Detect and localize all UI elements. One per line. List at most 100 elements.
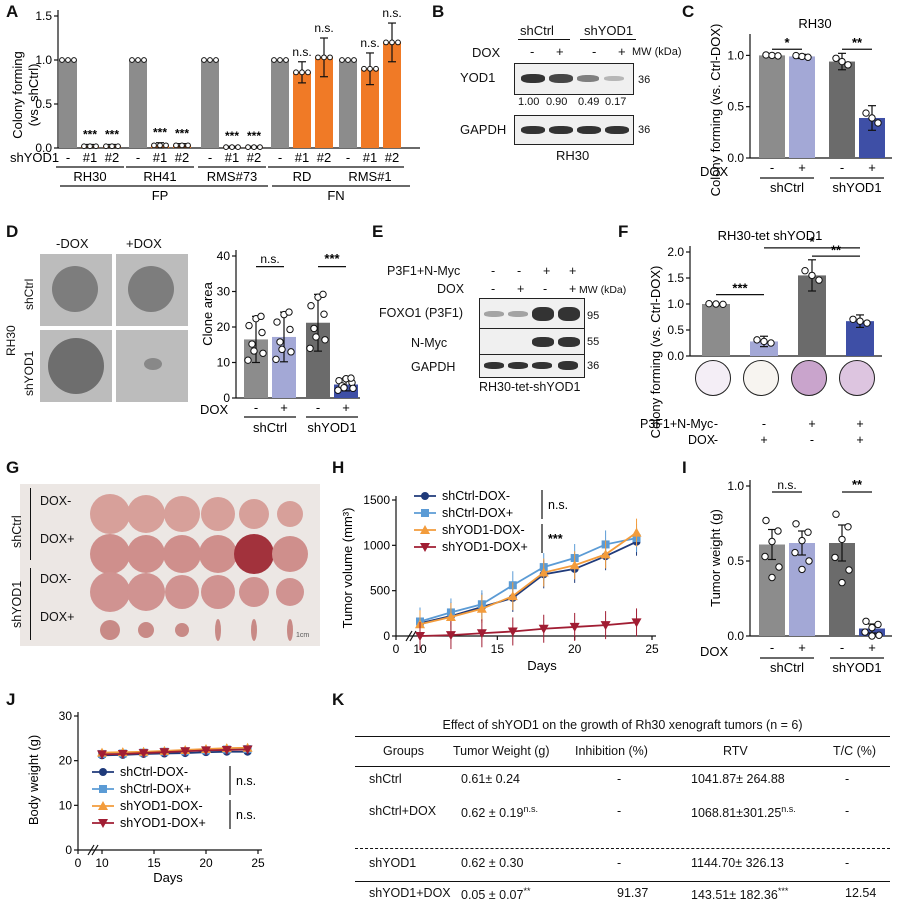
d-point	[306, 344, 314, 353]
panel-label-c: C	[682, 2, 695, 21]
chart-c: RH30 Colony forming (vs. Ctrl-DOX) 0.0 0.…	[700, 16, 892, 197]
g-tumor	[215, 619, 221, 641]
j-marker	[138, 749, 149, 759]
panel-label-j: J	[6, 690, 16, 709]
i-bar	[789, 543, 815, 636]
h-axis-break	[405, 630, 413, 642]
d-sig-marker: n.s.	[260, 252, 279, 266]
g-tumor	[239, 499, 269, 529]
h-marker	[421, 509, 429, 517]
a-sig-marker: n.s.	[360, 36, 379, 50]
j-xtick-label: 10	[95, 856, 109, 870]
a-point	[395, 39, 401, 46]
c-point	[798, 52, 806, 61]
g-row-3: DOX+	[40, 610, 75, 624]
e-r2-0: -	[491, 282, 496, 296]
c-point	[838, 57, 846, 66]
a-class-fn: FN	[327, 188, 344, 203]
a-cond-label: #2	[175, 150, 189, 165]
a-point	[115, 143, 121, 150]
k-h-1: Tumor Weight (g)	[453, 744, 550, 758]
k-h-2: Inhibition (%)	[575, 744, 648, 758]
a-cond-label: #1	[295, 150, 309, 165]
g-tumor	[201, 497, 235, 531]
j-marker	[180, 747, 191, 757]
c-ylabel: Colony forming (vs. Ctrl-DOX)	[708, 24, 723, 197]
k-cell-weight: 0.62 ± 0.30	[461, 856, 524, 870]
h-marker	[600, 621, 611, 631]
d-dox-state: -	[316, 400, 320, 415]
f-row1-state: +	[856, 417, 863, 431]
a-cond-label: -	[346, 150, 350, 165]
k-sig-marker: ***	[777, 886, 789, 896]
a-point	[163, 142, 169, 149]
h-marker	[600, 549, 611, 559]
blot-b: shCtrl shYOD1 DOX - + - + MW (kDa) YOD1 …	[450, 20, 682, 210]
a-point	[293, 69, 299, 76]
a-point	[305, 69, 311, 76]
d-point	[258, 328, 266, 337]
a-sig-marker: n.s.	[314, 21, 333, 35]
j-axis-break	[91, 844, 99, 856]
g-tumor	[138, 622, 154, 638]
f-row2-state: +	[856, 433, 863, 447]
a-point	[327, 54, 333, 61]
g-tumor	[164, 496, 200, 532]
i-point	[861, 628, 869, 636]
k-sig-marker: n.s.	[781, 804, 796, 814]
f-dish-4	[839, 360, 875, 396]
c-dox-state: -	[770, 160, 774, 175]
g-row-1: DOX+	[40, 532, 75, 546]
e-blot-gapdh	[479, 354, 585, 378]
f-row2-label: DOX	[688, 433, 716, 447]
g-tumor	[272, 536, 308, 572]
a-point	[103, 143, 109, 150]
e-mw-0: 95	[587, 310, 600, 322]
b-group-shctrl: shCtrl	[520, 23, 554, 38]
h-legend-label: shCtrl-DOX-	[442, 489, 510, 503]
d-group-label: shCtrl	[253, 420, 287, 435]
k-cell-group: shCtrl	[369, 772, 402, 786]
i-ytick-label: 1.0	[727, 479, 744, 493]
g-tumor	[199, 535, 237, 573]
j-xtick-label: 15	[147, 856, 161, 870]
d-row-shyod1: shYOD1	[22, 350, 36, 396]
j-marker	[201, 746, 211, 756]
i-point	[768, 573, 776, 582]
c-ytick-label: 0.5	[727, 100, 744, 114]
a-point	[59, 57, 65, 63]
g-tumor	[251, 619, 257, 641]
e-r2-1: +	[517, 282, 525, 296]
g-labels: shCtrl shYOD1 DOX- DOX+ DOX- DOX+	[0, 484, 90, 654]
k-cell-tc: 12.54	[845, 886, 877, 900]
c-point	[774, 52, 782, 60]
k-cell-rtv: 1068.81±301.25n.s.	[691, 804, 796, 821]
f-row1-label: P3F1+N-Myc	[640, 417, 713, 431]
d-point	[334, 386, 342, 394]
a-point	[251, 144, 257, 151]
j-marker	[99, 785, 107, 793]
b-quant-2: 0.49	[578, 96, 600, 108]
b-dox-label: DOX	[472, 45, 501, 60]
k-cell-inhibition: -	[617, 772, 622, 786]
a-cond-label: -	[136, 150, 140, 165]
k-sig-marker: **	[523, 886, 531, 896]
d-point	[276, 338, 284, 346]
e-row-gapdh: GAPDH	[411, 360, 456, 374]
e-r1-2: +	[543, 264, 551, 278]
f-row2-state: +	[760, 433, 767, 447]
f-ytick-label: 1.0	[667, 297, 684, 311]
d-point	[278, 345, 286, 354]
c-ytick-label: 0.0	[727, 151, 744, 165]
chart-j: Body weight (g) Days 0 10 20 30 0 10 15 20 25 shC…	[26, 709, 265, 885]
j-marker	[98, 819, 108, 828]
f-bar	[702, 304, 730, 356]
b-dox-s1: +	[556, 44, 564, 59]
a-cond-label: #2	[247, 150, 261, 165]
d-ytick-label: 40	[217, 249, 231, 263]
h-legend-label: shYOD1-DOX+	[442, 540, 528, 554]
g-tumor	[239, 577, 269, 607]
d-point	[285, 308, 293, 316]
i-dox-state: +	[868, 640, 876, 655]
i-point	[844, 523, 852, 531]
